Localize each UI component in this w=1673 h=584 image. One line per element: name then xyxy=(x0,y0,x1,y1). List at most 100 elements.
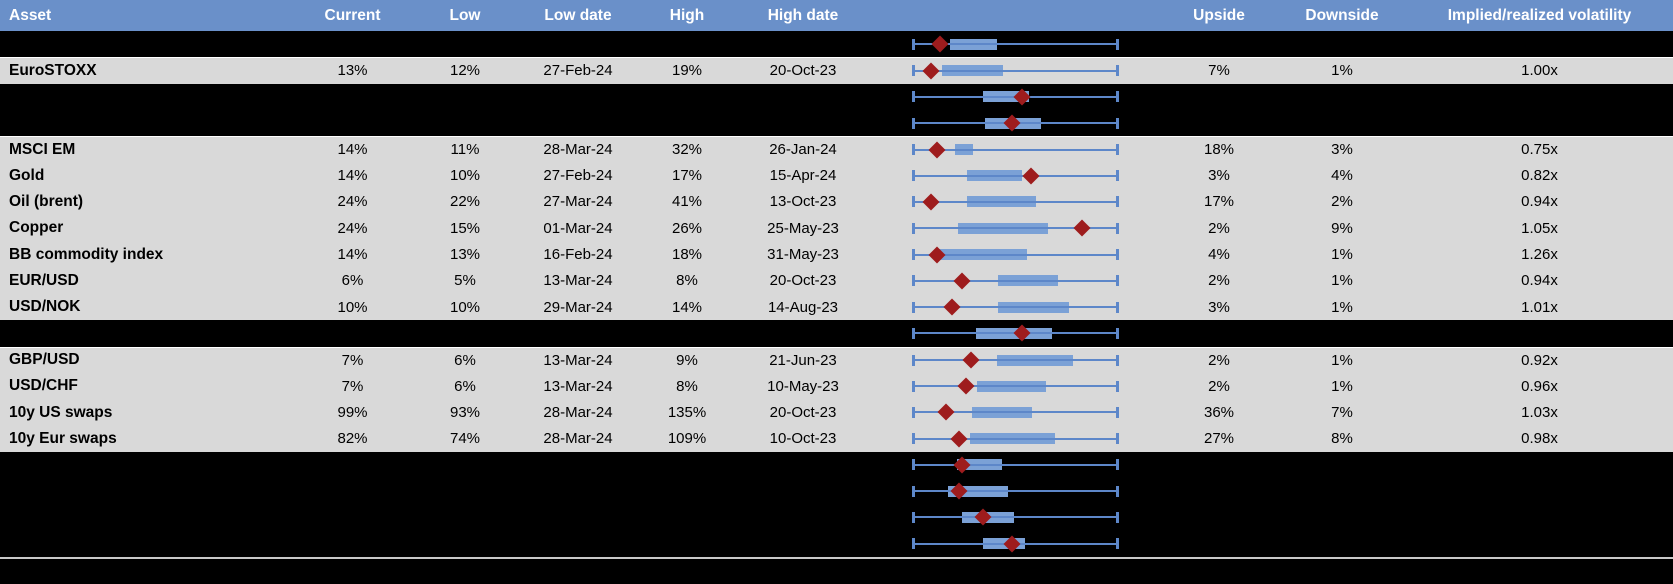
upside-value: 2% xyxy=(1208,351,1230,369)
low-value: 10% xyxy=(449,167,481,185)
high-value xyxy=(636,504,738,530)
downside-value: 8% xyxy=(1331,430,1353,448)
asset-name: Gold xyxy=(9,166,45,184)
current-value: 6% xyxy=(341,272,364,290)
plot-area xyxy=(868,162,1160,188)
high-date: 20-Oct-23 xyxy=(769,403,837,421)
low-date xyxy=(520,110,636,136)
header-asset: Asset xyxy=(9,6,52,24)
high-value xyxy=(636,110,738,136)
low-date: 27-Mar-24 xyxy=(543,193,613,211)
implied-realized-ratio xyxy=(1406,478,1673,504)
table-row: USD/CHF 7% 6% 13-Mar-24 8% 10-May-23 2% … xyxy=(0,372,1673,400)
low-value xyxy=(410,84,520,110)
low-date: 29-Mar-24 xyxy=(543,298,613,316)
upside-value xyxy=(1160,84,1278,110)
high-date xyxy=(738,31,868,57)
current-marker-diamond xyxy=(957,377,975,395)
high-date xyxy=(738,478,868,504)
low-value: 6% xyxy=(454,351,476,369)
header-plot xyxy=(868,0,1160,31)
upside-value: 2% xyxy=(1208,272,1230,290)
table-row xyxy=(0,83,1673,110)
whisker-cap-left xyxy=(912,38,915,50)
current-marker-diamond xyxy=(953,272,971,290)
bottom-divider xyxy=(0,556,1673,560)
implied-realized-ratio: 1.03x xyxy=(1521,403,1558,421)
low-date: 13-Mar-24 xyxy=(543,351,613,369)
downside-value xyxy=(1278,110,1406,136)
current-value: 14% xyxy=(337,167,368,185)
implied-realized-ratio xyxy=(1406,31,1673,57)
upside-value: 3% xyxy=(1208,167,1230,185)
whisker-line xyxy=(913,43,1118,46)
high-value xyxy=(636,320,738,346)
asset-name: 10y Eur swaps xyxy=(9,429,117,447)
plot-area xyxy=(868,137,1160,162)
plot-area xyxy=(868,373,1160,399)
upside-value xyxy=(1160,504,1278,530)
whisker-line xyxy=(913,227,1118,230)
downside-value: 7% xyxy=(1331,403,1353,421)
low-date xyxy=(520,504,636,530)
table-row: Copper 24% 15% 01-Mar-24 26% 25-May-23 2… xyxy=(0,215,1673,242)
low-value: 5% xyxy=(454,272,476,290)
low-date xyxy=(520,452,636,478)
plot-area xyxy=(868,215,1160,241)
whisker-cap-right xyxy=(1116,117,1119,129)
current-marker-diamond xyxy=(931,35,949,53)
header-upside: Upside xyxy=(1193,6,1245,24)
low-date: 28-Mar-24 xyxy=(543,403,613,421)
whisker-cap-left xyxy=(912,538,915,550)
whisker-cap-right xyxy=(1116,38,1119,50)
high-value: 26% xyxy=(671,219,703,237)
vol-range-plot xyxy=(868,58,1160,83)
whisker-cap-left xyxy=(912,433,915,445)
current-value: 24% xyxy=(337,219,368,237)
whisker-cap-right xyxy=(1116,485,1119,497)
vol-range-plot xyxy=(868,162,1160,188)
whisker-cap-right xyxy=(1116,65,1119,77)
low-value: 93% xyxy=(449,403,481,421)
implied-realized-ratio: 0.98x xyxy=(1521,430,1558,448)
whisker-cap-right xyxy=(1116,433,1119,445)
downside-value: 1% xyxy=(1331,298,1353,316)
whisker-cap-right xyxy=(1116,511,1119,523)
table-header: Asset Current Low Low date High High date Upsi… xyxy=(0,0,1673,31)
whisker-cap-right xyxy=(1116,406,1119,418)
vol-range-plot xyxy=(868,84,1160,110)
upside-value: 3% xyxy=(1208,298,1230,316)
asset-name: BB commodity index xyxy=(9,245,164,263)
whisker-cap-left xyxy=(912,170,915,182)
downside-value xyxy=(1278,531,1406,557)
whisker-line xyxy=(913,306,1118,309)
high-date xyxy=(738,452,868,478)
asset-name xyxy=(0,452,295,478)
upside-value xyxy=(1160,110,1278,136)
footer-band xyxy=(0,559,1673,584)
downside-value: 1% xyxy=(1331,351,1353,369)
plot-area xyxy=(868,348,1160,373)
asset-name xyxy=(0,504,295,530)
low-value: 74% xyxy=(449,430,481,448)
whisker-cap-left xyxy=(912,485,915,497)
current-marker-diamond xyxy=(922,193,940,211)
plot-area xyxy=(868,425,1160,451)
table-row: MSCI EM 14% 11% 28-Mar-24 32% 26-Jan-24 … xyxy=(0,136,1673,163)
vol-range-plot xyxy=(868,31,1160,57)
asset-name xyxy=(0,320,295,346)
upside-value: 2% xyxy=(1208,377,1230,395)
table-row xyxy=(0,504,1673,531)
table-row: EUR/USD 6% 5% 13-Mar-24 8% 20-Oct-23 2% … xyxy=(0,267,1673,294)
upside-value xyxy=(1160,31,1278,57)
asset-name: GBP/USD xyxy=(9,351,80,369)
high-date: 26-Jan-24 xyxy=(769,141,837,159)
low-date: 16-Feb-24 xyxy=(543,246,613,264)
current-value: 7% xyxy=(341,351,364,369)
upside-value xyxy=(1160,452,1278,478)
current-value: 14% xyxy=(337,246,368,264)
plot-area xyxy=(868,31,1160,57)
upside-value: 36% xyxy=(1203,403,1235,421)
low-date: 13-Mar-24 xyxy=(543,272,613,290)
